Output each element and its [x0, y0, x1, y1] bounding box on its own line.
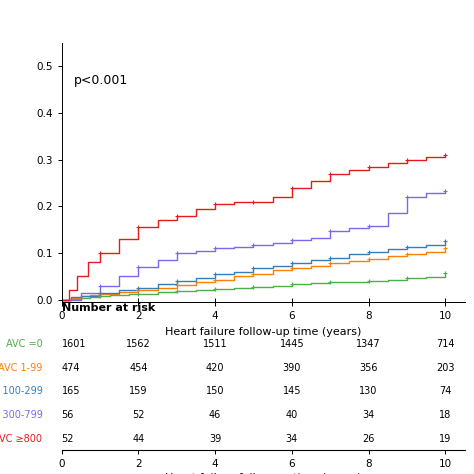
Text: 150: 150 [206, 386, 224, 396]
Text: 19: 19 [439, 434, 451, 444]
Text: Number at risk: Number at risk [62, 303, 155, 313]
Text: 203: 203 [436, 363, 455, 373]
Text: 1562: 1562 [126, 339, 151, 349]
Text: 52: 52 [62, 434, 74, 444]
Text: 356: 356 [359, 363, 378, 373]
Text: 1347: 1347 [356, 339, 381, 349]
Text: 74: 74 [439, 386, 452, 396]
Text: 39: 39 [209, 434, 221, 444]
Text: 159: 159 [129, 386, 147, 396]
Text: p<0.001: p<0.001 [74, 74, 128, 87]
Text: AVC =0: AVC =0 [6, 339, 43, 349]
Text: 454: 454 [129, 363, 147, 373]
Text: AVC ≥800: AVC ≥800 [0, 434, 43, 444]
Text: 714: 714 [436, 339, 455, 349]
Text: AVC 300-799: AVC 300-799 [0, 410, 43, 420]
Text: 34: 34 [286, 434, 298, 444]
Text: AVC 100-299: AVC 100-299 [0, 386, 43, 396]
Text: 1601: 1601 [62, 339, 86, 349]
Text: 34: 34 [363, 410, 375, 420]
Text: 18: 18 [439, 410, 451, 420]
Text: 44: 44 [132, 434, 145, 444]
Text: 52: 52 [132, 410, 145, 420]
X-axis label: Heart failure follow-up time (years): Heart failure follow-up time (years) [165, 327, 361, 337]
Text: 1445: 1445 [280, 339, 304, 349]
Text: 40: 40 [286, 410, 298, 420]
Text: 56: 56 [62, 410, 74, 420]
Text: 1511: 1511 [203, 339, 228, 349]
Text: 26: 26 [363, 434, 375, 444]
Text: 165: 165 [62, 386, 80, 396]
Text: 145: 145 [283, 386, 301, 396]
Text: 130: 130 [359, 386, 378, 396]
Text: 420: 420 [206, 363, 224, 373]
Text: 390: 390 [283, 363, 301, 373]
Text: 46: 46 [209, 410, 221, 420]
Text: AVC 1-99: AVC 1-99 [0, 363, 43, 373]
Text: 474: 474 [62, 363, 80, 373]
